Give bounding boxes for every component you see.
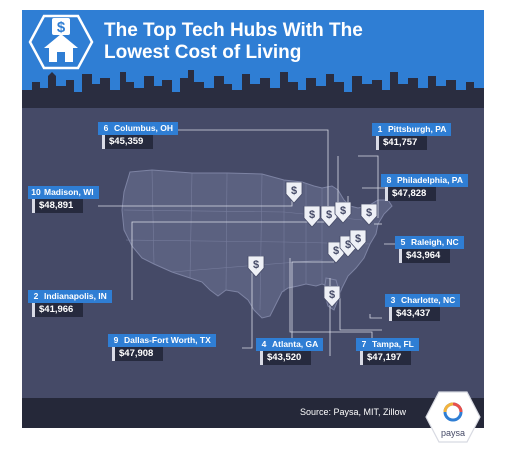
page-title: The Top Tech Hubs With The Lowest Cost o… (104, 20, 464, 64)
footer-bar: Source: Paysa, MIT, Zillow (22, 398, 484, 428)
city-rank: 4 (261, 339, 267, 349)
dollar-pin-icon: $ (320, 206, 338, 228)
title-line-2: Lowest Cost of Living (104, 42, 302, 63)
svg-text:$: $ (309, 209, 315, 221)
dollar-pin-icon: $ (303, 206, 321, 228)
city-rank: 6 (103, 123, 109, 133)
dollar-pin-icon: $ (323, 286, 341, 308)
city-name: Madison, WI (28, 186, 99, 199)
city-name: Columbus, OH (98, 122, 179, 135)
city-salary: $43,437 (389, 307, 441, 321)
paysa-logo-icon (425, 391, 481, 443)
city-rank: 8 (386, 175, 392, 185)
city-salary: $43,520 (260, 351, 312, 365)
dollar-pin-icon: $ (334, 202, 352, 224)
header-banner: $ The Top Tech Hubs With The Lowest Cost… (22, 10, 484, 108)
city-name: Philadelphia, PA (381, 174, 468, 187)
svg-text:$: $ (355, 233, 361, 245)
city-rank: 5 (400, 237, 406, 247)
city-salary: $47,828 (385, 187, 437, 201)
title-line-1: The Top Tech Hubs With The (104, 20, 363, 41)
city-salary: $47,197 (360, 351, 412, 365)
city-rank: 7 (361, 339, 367, 349)
dollar-pin-icon: $ (360, 204, 378, 226)
svg-text:$: $ (291, 185, 297, 197)
paysa-brand-text: paysa (440, 428, 466, 438)
source-text: Source: Paysa, MIT, Zillow (299, 407, 406, 417)
svg-text:$: $ (366, 207, 372, 219)
city-name: Charlotte, NC (385, 294, 461, 307)
city-rank: 3 (390, 295, 396, 305)
city-rank: 10 (31, 187, 41, 197)
svg-text:$: $ (345, 239, 351, 251)
city-rank: 1 (377, 124, 383, 134)
city-rank: 9 (113, 335, 119, 345)
house-dollar-icon: $ (28, 14, 94, 70)
dollar-pin-icon: $ (349, 230, 367, 252)
svg-text:$: $ (329, 289, 335, 301)
svg-text:$: $ (326, 209, 332, 221)
svg-text:$: $ (57, 19, 66, 36)
svg-text:$: $ (253, 259, 259, 271)
dollar-pin-icon: $ (247, 256, 265, 278)
city-salary: $47,908 (112, 347, 164, 361)
city-skyline (22, 70, 484, 108)
city-salary: $48,891 (32, 199, 84, 213)
city-name: Raleigh, NC (395, 236, 464, 249)
city-salary: $43,964 (399, 249, 451, 263)
city-name: Dallas-Fort Worth, TX (108, 334, 216, 347)
svg-text:$: $ (340, 205, 346, 217)
svg-text:$: $ (333, 245, 339, 257)
infographic-card: $ The Top Tech Hubs With The Lowest Cost… (22, 10, 484, 428)
city-name: Atlanta, GA (256, 338, 324, 351)
city-salary: $41,966 (32, 303, 84, 317)
city-salary: $41,757 (376, 136, 428, 150)
city-name: Tampa, FL (356, 338, 419, 351)
city-name: Pittsburgh, PA (372, 123, 452, 136)
city-rank: 2 (33, 291, 39, 301)
city-salary: $45,359 (102, 135, 154, 149)
city-name: Indianapolis, IN (28, 290, 112, 303)
dollar-pin-icon: $ (285, 182, 303, 204)
